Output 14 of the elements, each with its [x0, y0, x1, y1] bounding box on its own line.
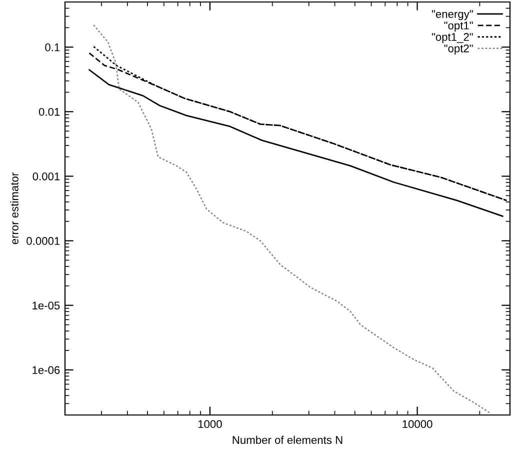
legend-label: "energy" — [432, 10, 473, 20]
y-tick-label: 0.0001 — [26, 237, 60, 245]
x-tick-label: 10000 — [402, 420, 432, 428]
y-tick-label: 1e-05 — [32, 302, 60, 310]
legend-label: "opt1" — [444, 22, 473, 32]
y-tick-label: 0.001 — [32, 172, 60, 180]
y-tick-label: 0.1 — [45, 43, 60, 52]
legend-label: "opt2" — [444, 44, 473, 55]
x-axis-title: Number of elements N — [232, 436, 342, 444]
legend-label: "opt1_2" — [432, 33, 473, 44]
y-tick-label: 0.01 — [38, 108, 60, 116]
y-axis-title: error estimator — [10, 172, 18, 244]
x-tick-label: 1000 — [198, 420, 222, 428]
y-tick-label: 1e-06 — [32, 366, 60, 374]
